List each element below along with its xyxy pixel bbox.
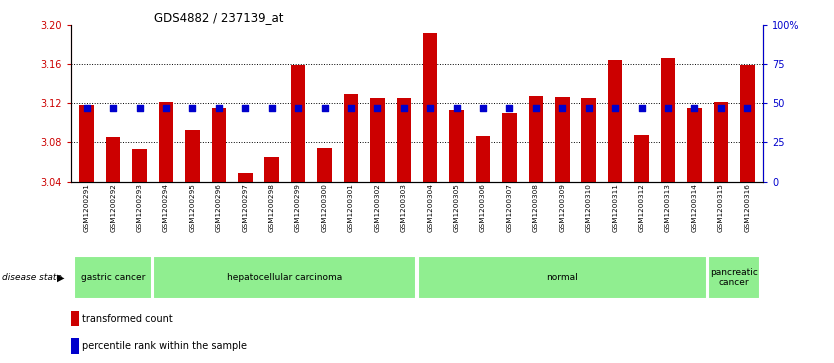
Bar bbox=[79, 105, 94, 182]
Text: GSM1200292: GSM1200292 bbox=[110, 183, 116, 232]
Text: GSM1200295: GSM1200295 bbox=[189, 183, 195, 232]
Text: GSM1200311: GSM1200311 bbox=[612, 183, 618, 232]
Text: GSM1200310: GSM1200310 bbox=[585, 183, 592, 232]
Point bbox=[661, 105, 675, 111]
Text: transformed count: transformed count bbox=[82, 314, 173, 323]
Point bbox=[80, 105, 93, 111]
Text: GSM1200294: GSM1200294 bbox=[163, 183, 169, 232]
Text: ▶: ▶ bbox=[57, 273, 64, 283]
Text: GSM1200315: GSM1200315 bbox=[718, 183, 724, 232]
Point bbox=[530, 105, 543, 111]
Bar bbox=[687, 108, 701, 182]
Text: GSM1200304: GSM1200304 bbox=[427, 183, 433, 232]
Bar bbox=[153, 256, 416, 299]
Point bbox=[107, 105, 120, 111]
Bar bbox=[158, 102, 173, 182]
Bar bbox=[396, 98, 411, 182]
Bar bbox=[450, 110, 464, 182]
Bar bbox=[502, 113, 517, 182]
Point bbox=[291, 105, 304, 111]
Text: GSM1200293: GSM1200293 bbox=[137, 183, 143, 232]
Point bbox=[476, 105, 490, 111]
Text: GSM1200312: GSM1200312 bbox=[639, 183, 645, 232]
Point bbox=[370, 105, 384, 111]
Point bbox=[239, 105, 252, 111]
Text: GSM1200307: GSM1200307 bbox=[506, 183, 512, 232]
Text: pancreatic
cancer: pancreatic cancer bbox=[710, 268, 758, 287]
Text: percentile rank within the sample: percentile rank within the sample bbox=[82, 341, 247, 351]
Text: GSM1200302: GSM1200302 bbox=[374, 183, 380, 232]
Point bbox=[555, 105, 569, 111]
Bar bbox=[708, 256, 760, 299]
Point bbox=[609, 105, 622, 111]
Text: GSM1200291: GSM1200291 bbox=[83, 183, 90, 232]
Text: GSM1200314: GSM1200314 bbox=[691, 183, 697, 232]
Point bbox=[503, 105, 516, 111]
Bar bbox=[661, 58, 676, 182]
Bar bbox=[133, 149, 147, 182]
Text: disease state: disease state bbox=[2, 273, 62, 282]
Bar bbox=[714, 102, 728, 182]
Point bbox=[714, 105, 727, 111]
Bar bbox=[291, 65, 305, 182]
Point bbox=[397, 105, 410, 111]
Point bbox=[265, 105, 279, 111]
Point bbox=[582, 105, 595, 111]
Point bbox=[159, 105, 173, 111]
Point bbox=[186, 105, 199, 111]
Bar bbox=[740, 65, 755, 182]
Bar bbox=[423, 33, 438, 182]
Bar bbox=[370, 98, 384, 182]
Point bbox=[450, 105, 464, 111]
Text: GSM1200313: GSM1200313 bbox=[665, 183, 671, 232]
Point bbox=[133, 105, 146, 111]
Text: GSM1200308: GSM1200308 bbox=[533, 183, 539, 232]
Text: GSM1200305: GSM1200305 bbox=[454, 183, 460, 232]
Bar bbox=[555, 97, 570, 182]
Point bbox=[424, 105, 437, 111]
Bar bbox=[608, 60, 622, 182]
Text: hepatocellular carcinoma: hepatocellular carcinoma bbox=[228, 273, 343, 282]
Text: GSM1200316: GSM1200316 bbox=[744, 183, 751, 232]
Bar bbox=[418, 256, 707, 299]
Bar bbox=[581, 98, 596, 182]
Point bbox=[344, 105, 358, 111]
Text: normal: normal bbox=[546, 273, 578, 282]
Point bbox=[212, 105, 225, 111]
Bar bbox=[71, 310, 78, 326]
Text: GSM1200306: GSM1200306 bbox=[480, 183, 486, 232]
Bar bbox=[475, 136, 490, 182]
Text: gastric cancer: gastric cancer bbox=[81, 273, 145, 282]
Bar bbox=[185, 130, 199, 182]
Text: GSM1200296: GSM1200296 bbox=[216, 183, 222, 232]
Text: GDS4882 / 237139_at: GDS4882 / 237139_at bbox=[154, 11, 284, 24]
Bar bbox=[635, 135, 649, 182]
Text: GSM1200301: GSM1200301 bbox=[348, 183, 354, 232]
Point bbox=[318, 105, 331, 111]
Bar bbox=[71, 338, 78, 354]
Point bbox=[741, 105, 754, 111]
Bar bbox=[74, 256, 153, 299]
Bar bbox=[317, 148, 332, 182]
Text: GSM1200297: GSM1200297 bbox=[242, 183, 249, 232]
Text: GSM1200300: GSM1200300 bbox=[322, 183, 328, 232]
Point bbox=[688, 105, 701, 111]
Text: GSM1200303: GSM1200303 bbox=[401, 183, 407, 232]
Text: GSM1200309: GSM1200309 bbox=[560, 183, 565, 232]
Bar bbox=[264, 157, 279, 182]
Bar bbox=[212, 108, 226, 182]
Point bbox=[635, 105, 648, 111]
Text: GSM1200298: GSM1200298 bbox=[269, 183, 274, 232]
Bar bbox=[529, 96, 543, 182]
Bar bbox=[106, 136, 120, 182]
Text: GSM1200299: GSM1200299 bbox=[295, 183, 301, 232]
Bar bbox=[238, 173, 253, 182]
Bar bbox=[344, 94, 359, 182]
